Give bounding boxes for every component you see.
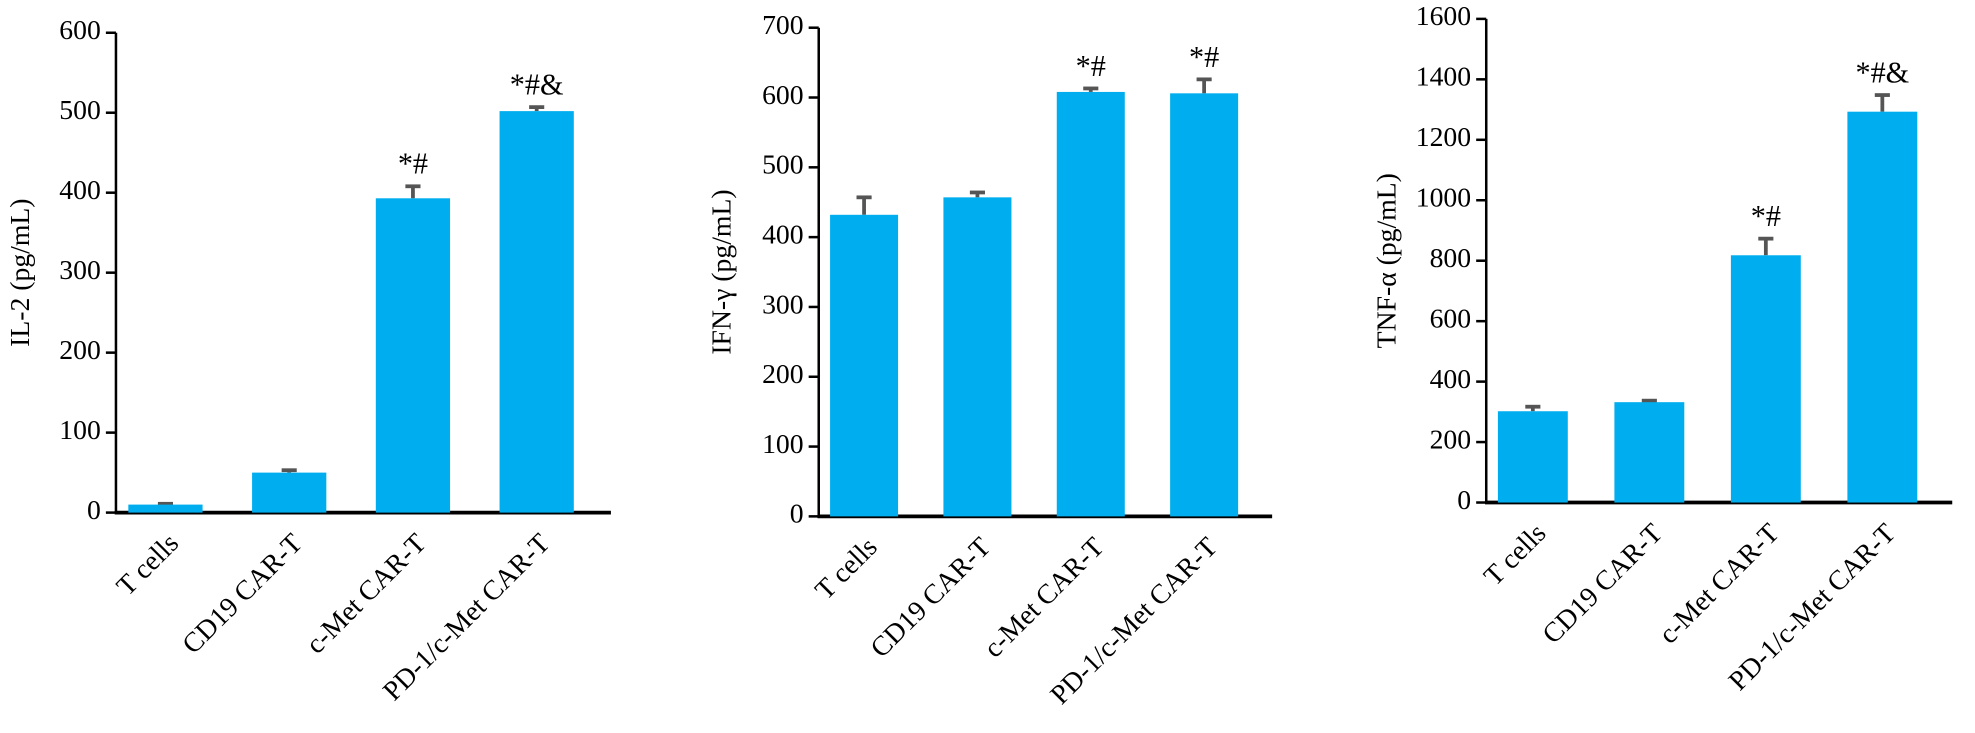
- y-tick-label: 0: [790, 498, 804, 529]
- y-tick-label: 700: [762, 9, 804, 40]
- y-axis-label: IFN-γ (pg/mL): [706, 189, 737, 354]
- bar: [1847, 111, 1918, 503]
- x-tick-label: CD19 CAR-T: [864, 531, 996, 663]
- y-tick-label: 200: [59, 334, 101, 365]
- y-tick-label: 100: [59, 414, 101, 445]
- bar: [499, 111, 574, 513]
- y-tick-label: 100: [762, 428, 804, 459]
- y-tick-label: 1200: [1416, 121, 1471, 152]
- x-tick-label: T cells: [1477, 517, 1551, 591]
- y-tick-label: 600: [59, 14, 101, 45]
- bar: [830, 214, 899, 517]
- y-tick-label: 200: [762, 358, 804, 389]
- y-tick-label: 500: [762, 149, 804, 180]
- y-tick-label: 800: [1430, 242, 1472, 273]
- y-tick-label: 300: [59, 254, 101, 285]
- bar: [1170, 93, 1239, 517]
- bar: [128, 504, 203, 513]
- y-tick-label: 0: [1457, 484, 1471, 515]
- y-tick-label: 1600: [1416, 0, 1471, 31]
- significance-label: *#: [1751, 199, 1781, 233]
- bar: [1730, 255, 1801, 503]
- y-tick-label: 400: [1430, 363, 1472, 394]
- x-tick-label: T cells: [809, 531, 883, 605]
- y-tick-label: 400: [59, 174, 101, 205]
- y-tick-label: 300: [762, 288, 804, 319]
- x-tick-label: c-Met CAR-T: [1652, 517, 1784, 649]
- y-axis-label: TNF-α (pg/mL): [1371, 173, 1402, 348]
- bar: [375, 198, 451, 513]
- significance-label: *#: [1076, 49, 1106, 83]
- bar: [1497, 411, 1568, 503]
- bar: [1056, 91, 1125, 517]
- bar: [252, 472, 327, 513]
- significance-label: *#: [398, 147, 428, 181]
- significance-label: *#&: [510, 68, 564, 102]
- significance-label: *#: [1189, 40, 1219, 74]
- bar: [943, 197, 1012, 517]
- bar: [1614, 402, 1685, 503]
- y-tick-label: 600: [1430, 303, 1472, 334]
- y-axis-label: IL-2 (pg/mL): [4, 198, 35, 346]
- y-tick-label: 600: [762, 79, 804, 110]
- y-tick-label: 500: [59, 94, 101, 125]
- y-tick-label: 1000: [1416, 182, 1471, 213]
- x-tick-label: CD19 CAR-T: [176, 527, 308, 659]
- y-tick-label: 0: [87, 494, 101, 525]
- y-tick-label: 1400: [1416, 61, 1471, 92]
- y-tick-label: 400: [762, 218, 804, 249]
- x-tick-label: c-Met CAR-T: [299, 527, 431, 659]
- x-tick-label: T cells: [110, 527, 184, 601]
- significance-label: *#&: [1855, 55, 1909, 89]
- x-tick-label: CD19 CAR-T: [1536, 517, 1668, 649]
- y-tick-label: 200: [1430, 423, 1472, 454]
